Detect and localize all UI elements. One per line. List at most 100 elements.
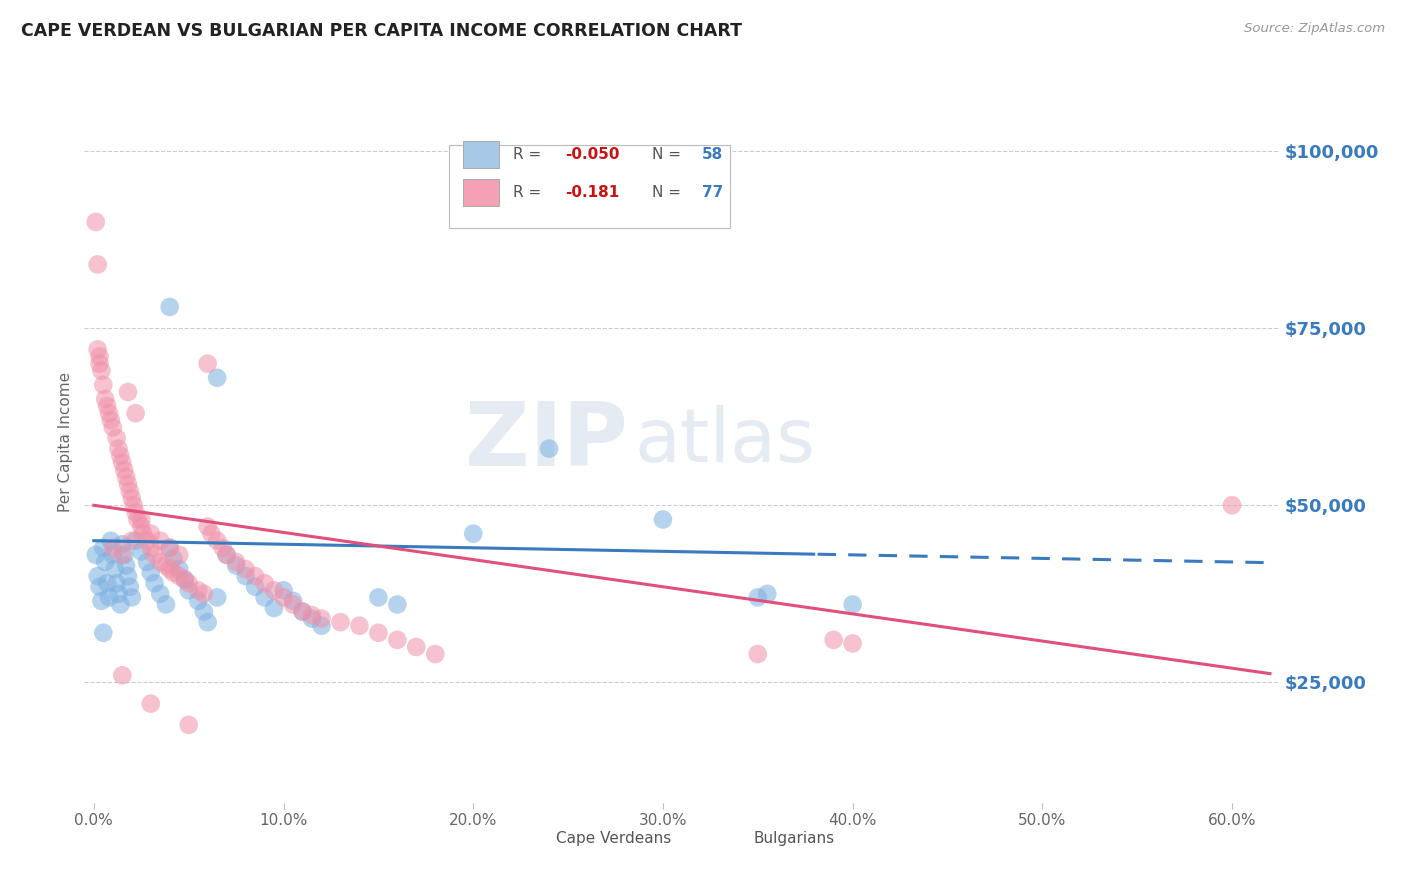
Point (112, 463, 135, 477)
Point (463, 526, 485, 541)
Point (91, 625, 114, 640)
Point (235, 562, 257, 576)
Point (349, 618, 371, 632)
Text: R =: R = (513, 147, 541, 162)
Point (281, 594, 304, 608)
Point (273, 591, 295, 605)
Text: -0.181: -0.181 (565, 185, 619, 200)
Point (149, 533, 172, 548)
Point (177, 576, 200, 591)
Point (105, 431, 128, 445)
Point (215, 548, 238, 562)
Point (174, 573, 197, 587)
Point (98, 591, 121, 605)
Point (301, 608, 323, 623)
Point (756, 587, 779, 601)
Point (139, 697, 162, 711)
Point (107, 587, 129, 601)
Y-axis label: Per Capita Income: Per Capita Income (58, 371, 73, 512)
Point (311, 612, 333, 626)
Point (193, 605, 215, 619)
FancyBboxPatch shape (449, 145, 730, 228)
Point (205, 533, 228, 548)
Text: Source: ZipAtlas.com: Source: ZipAtlas.com (1244, 22, 1385, 36)
Point (101, 541, 124, 555)
Point (205, 371, 228, 385)
Text: N =: N = (652, 147, 681, 162)
Point (86, 257, 108, 271)
Point (115, 558, 138, 573)
Point (405, 640, 427, 654)
Point (139, 566, 162, 580)
Point (538, 442, 561, 456)
Point (94, 392, 117, 406)
Text: atlas: atlas (634, 405, 815, 478)
Bar (509, 828, 544, 850)
Point (143, 576, 166, 591)
Point (86, 569, 108, 583)
Point (136, 555, 159, 569)
Point (841, 636, 863, 650)
Point (89, 350, 111, 364)
Text: 77: 77 (702, 185, 724, 200)
Point (105, 576, 128, 591)
Point (205, 591, 228, 605)
Point (107, 442, 129, 456)
Point (117, 477, 139, 491)
Point (111, 668, 134, 682)
Point (747, 591, 769, 605)
Point (139, 541, 162, 555)
Text: -0.050: -0.050 (565, 147, 619, 162)
Point (162, 551, 184, 566)
Point (177, 718, 200, 732)
Point (115, 470, 138, 484)
Point (91, 541, 114, 555)
Point (104, 562, 127, 576)
Point (177, 583, 200, 598)
Point (747, 647, 769, 661)
Point (100, 413, 122, 427)
Point (112, 548, 135, 562)
Point (89, 357, 111, 371)
Text: Cape Verdeans: Cape Verdeans (557, 831, 672, 847)
Point (197, 357, 219, 371)
Point (174, 573, 197, 587)
Point (215, 548, 238, 562)
Point (117, 384, 139, 399)
Text: CAPE VERDEAN VS BULGARIAN PER CAPITA INCOME CORRELATION CHART: CAPE VERDEAN VS BULGARIAN PER CAPITA INC… (21, 22, 742, 40)
Point (89, 580, 111, 594)
Point (243, 580, 266, 594)
Point (121, 591, 143, 605)
Point (91, 377, 114, 392)
Point (149, 555, 172, 569)
Point (425, 647, 447, 661)
Point (291, 605, 314, 619)
Point (90, 594, 112, 608)
Point (84, 548, 107, 562)
Point (127, 512, 149, 526)
Point (124, 505, 146, 519)
Point (98, 406, 121, 420)
Point (132, 526, 155, 541)
Point (281, 598, 304, 612)
Point (235, 569, 257, 583)
Point (263, 601, 285, 615)
Point (155, 598, 177, 612)
Point (193, 587, 215, 601)
Text: N =: N = (652, 185, 681, 200)
Point (243, 569, 266, 583)
Point (367, 591, 389, 605)
Point (167, 569, 190, 583)
Point (159, 541, 181, 555)
Point (387, 598, 409, 612)
Point (211, 541, 233, 555)
Point (159, 541, 181, 555)
Point (162, 566, 184, 580)
Point (143, 548, 166, 562)
Bar (463, 178, 499, 206)
Point (129, 512, 152, 526)
Point (90, 364, 112, 378)
Point (387, 632, 409, 647)
Point (273, 583, 295, 598)
Point (197, 615, 219, 630)
